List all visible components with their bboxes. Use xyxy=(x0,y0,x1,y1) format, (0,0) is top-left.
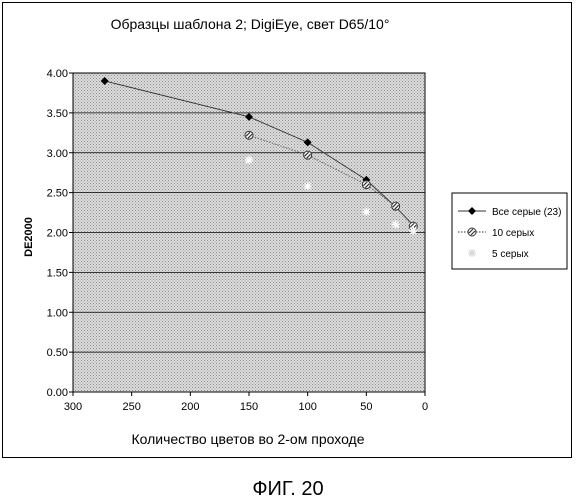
data-point xyxy=(304,151,312,159)
y-tick-label: 0.50 xyxy=(47,347,68,359)
y-tick-label: 2.00 xyxy=(47,228,68,240)
star-marker xyxy=(362,208,370,216)
plot-area: 0.00 0.50 1.00 1.50 2.00 2.50 3.00 3.50 4.00 300 2… xyxy=(47,68,428,413)
star-marker xyxy=(392,221,400,229)
y-tick-label: 2.50 xyxy=(47,188,68,200)
y-axis-label: DE2000 xyxy=(23,217,35,257)
chart-frame: Образцы шаблона 2; DigiEye, свет D65/10°… xyxy=(2,2,572,458)
y-tick-label: 3.50 xyxy=(47,108,68,120)
star-marker xyxy=(245,156,253,164)
y-tick-label: 1.50 xyxy=(47,267,68,279)
legend-label: 5 серых xyxy=(492,249,529,260)
x-tick-label: 300 xyxy=(64,401,82,413)
legend-label: 10 серых xyxy=(492,228,534,239)
data-point xyxy=(409,227,417,235)
data-point xyxy=(362,208,370,216)
y-tick-label: 0.00 xyxy=(47,387,68,399)
x-tick-label: 0 xyxy=(422,401,428,413)
y-tick-label: 3.00 xyxy=(47,148,68,160)
y-tick-label: 1.00 xyxy=(47,307,68,319)
legend-star-marker xyxy=(468,249,476,257)
x-tick-label: 150 xyxy=(240,401,258,413)
legend-label: Все серые (23) xyxy=(492,207,561,218)
star-marker xyxy=(409,227,417,235)
data-point xyxy=(392,202,400,210)
chart-title: Образцы шаблона 2; DigiEye, свет D65/10° xyxy=(111,16,390,32)
data-point xyxy=(362,181,370,189)
figure-caption: ФИГ. 20 xyxy=(0,478,576,501)
x-tick-label: 50 xyxy=(360,401,372,413)
legend-marker xyxy=(468,228,476,236)
data-point xyxy=(245,131,253,139)
x-tick-label: 250 xyxy=(122,401,140,413)
data-point xyxy=(392,221,400,229)
x-tick-label: 200 xyxy=(181,401,199,413)
chart-svg: Образцы шаблона 2; DigiEye, свет D65/10°… xyxy=(3,3,571,457)
y-tick-label: 4.00 xyxy=(47,68,68,80)
star-marker xyxy=(304,182,312,190)
legend: Все серые (23) 10 серых 5 серых xyxy=(452,193,567,269)
data-point xyxy=(245,156,253,164)
data-point xyxy=(304,182,312,190)
x-axis-label: Количество цветов во 2-ом проходе xyxy=(131,431,364,447)
x-tick-label: 100 xyxy=(298,401,316,413)
